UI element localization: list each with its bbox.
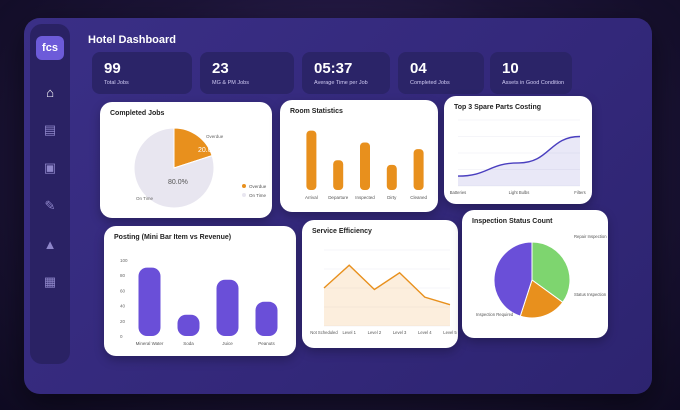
bar xyxy=(360,142,370,190)
x-tick-label: Departure xyxy=(328,195,349,200)
bar xyxy=(216,279,239,336)
legend-marker xyxy=(242,184,246,188)
y-tick-label: 40 xyxy=(120,304,126,309)
spare-parts-card[interactable]: Top 3 Spare Parts Costing Batteries Light… xyxy=(444,96,592,204)
slice-label: Repair Inspection xyxy=(574,234,607,239)
x-tick-label: Level 5 xyxy=(443,330,457,335)
series-area xyxy=(458,136,580,186)
series-area xyxy=(324,265,450,326)
stat-value: 10 xyxy=(502,60,519,77)
slice-label: Inspection Required xyxy=(476,312,514,317)
document-icon[interactable]: ▤ xyxy=(43,122,57,137)
room-statistics-chart: Arrival Departure Inspected Dirty Cleaned xyxy=(305,130,427,200)
stat-card-assets-good: 10 Assets in Good Condition xyxy=(490,52,572,94)
legend-marker xyxy=(242,193,246,197)
card-title: Top 3 Spare Parts Costing xyxy=(454,104,541,111)
x-tick-label: Level 3 xyxy=(393,330,407,335)
series-line xyxy=(323,264,451,306)
stat-card-mg-pm-jobs: 23 MG & PM Jobs xyxy=(200,52,294,94)
service-efficiency-card[interactable]: Service Efficiency Not Scheduled Level 1 L… xyxy=(302,220,458,348)
stat-value: 23 xyxy=(212,60,229,77)
stat-card-average-time: 05:37 Average Time per Job xyxy=(302,52,390,94)
stat-label: Assets in Good Condition xyxy=(502,80,565,86)
bar xyxy=(177,314,200,336)
x-tick-label: Peanuts xyxy=(258,341,275,346)
legend-label: Overdue xyxy=(249,184,267,189)
logo[interactable]: fcs xyxy=(36,36,64,60)
service-efficiency-chart: Not Scheduled Level 1 Level 2 Level 3 Level … xyxy=(310,249,457,335)
completed-jobs-chart: 20.0% 80.0% Overdue On Time Overdue On Time xyxy=(133,127,267,209)
card-title: Inspection Status Count xyxy=(472,218,553,225)
pie-slice xyxy=(493,241,533,317)
spare-parts-chart: Batteries Light Bulbs Filters xyxy=(450,119,586,195)
y-tick-label: 60 xyxy=(120,288,126,293)
stat-card-completed-jobs: 04 Completed Jobs xyxy=(398,52,484,94)
card-title: Completed Jobs xyxy=(110,110,165,117)
slice-label: On Time xyxy=(136,196,154,201)
y-tick-label: 80 xyxy=(120,273,126,278)
stat-card-total-jobs: 99 Total Jobs xyxy=(92,52,192,94)
wrench-icon[interactable]: ✎ xyxy=(44,198,56,213)
bar xyxy=(386,164,397,190)
x-tick-label: Level 4 xyxy=(418,330,432,335)
stat-label: Total Jobs xyxy=(104,80,129,86)
slice-label: Overdue xyxy=(206,134,224,139)
x-tick-label: Filters xyxy=(574,190,585,195)
bar xyxy=(255,301,278,336)
inspection-status-card[interactable]: Inspection Status Count Repair Inspectio… xyxy=(462,210,608,338)
x-tick-label: Light Bulbs xyxy=(509,190,530,195)
warning-icon[interactable]: ▲ xyxy=(43,236,57,252)
stat-label: MG & PM Jobs xyxy=(212,80,249,86)
stat-label: Average Time per Job xyxy=(314,80,368,86)
pie-slice xyxy=(531,241,571,304)
stat-value: 99 xyxy=(104,60,121,77)
legend-label: On Time xyxy=(249,193,267,198)
x-tick-label: Dirty xyxy=(387,195,397,200)
page-title: Hotel Dashboard xyxy=(88,34,177,46)
y-tick-label: 20 xyxy=(120,319,126,324)
x-tick-label: Level 1 xyxy=(342,330,356,335)
x-tick-label: Mineral Water xyxy=(136,341,164,346)
sidebar: fcs ⌂ ▤ ▣ ✎ ▲ ▦ xyxy=(30,24,70,364)
x-tick-label: Inspected xyxy=(355,195,375,200)
x-tick-label: Soda xyxy=(183,341,194,346)
data-label: 20.0% xyxy=(198,147,218,154)
bar xyxy=(138,267,161,336)
y-tick-label: 0 xyxy=(120,334,123,339)
x-tick-label: Batteries xyxy=(450,190,467,195)
series-line xyxy=(457,135,581,177)
pie-slice xyxy=(133,127,215,209)
pie-slice xyxy=(519,279,564,319)
data-label: 80.0% xyxy=(168,179,188,186)
card-title: Room Statistics xyxy=(290,108,343,115)
completed-jobs-card[interactable]: Completed Jobs 20.0% 80.0% Overdue On Time O… xyxy=(100,102,272,218)
x-tick-label: Juice xyxy=(222,341,233,346)
calendar-icon[interactable]: ▦ xyxy=(43,274,57,289)
inspection-status-chart: Repair Inspection Status Inspection Inspec… xyxy=(476,234,607,319)
bar xyxy=(306,130,317,190)
room-statistics-card[interactable]: Room Statistics Arrival Departure Inspecte… xyxy=(280,100,438,212)
card-title: Service Efficiency xyxy=(312,228,372,235)
pie-slice xyxy=(173,127,213,169)
stat-value: 05:37 xyxy=(314,60,353,77)
x-tick-label: Not Scheduled xyxy=(310,330,338,335)
x-tick-label: Arrival xyxy=(305,195,318,200)
bar xyxy=(413,149,424,190)
stat-value: 04 xyxy=(410,60,427,77)
x-tick-label: Level 2 xyxy=(368,330,382,335)
posting-chart: 0 20 40 60 80 100 Mineral Water Soda Juice Peanut… xyxy=(120,258,278,346)
bar xyxy=(333,160,344,190)
card-title: Posting (Mini Bar Item vs Revenue) xyxy=(114,234,232,241)
inbox-icon[interactable]: ▣ xyxy=(43,160,57,175)
x-tick-label: Cleaned xyxy=(410,195,427,200)
posting-card[interactable]: Posting (Mini Bar Item vs Revenue) 0 20 40… xyxy=(104,226,296,356)
y-tick-label: 100 xyxy=(120,258,128,263)
slice-label: Status Inspection xyxy=(574,292,607,297)
home-icon[interactable]: ⌂ xyxy=(46,84,54,100)
stat-label: Completed Jobs xyxy=(410,80,450,86)
